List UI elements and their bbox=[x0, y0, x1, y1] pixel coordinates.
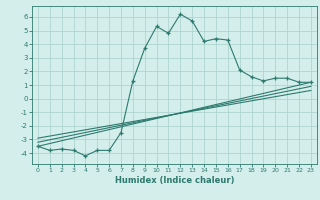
X-axis label: Humidex (Indice chaleur): Humidex (Indice chaleur) bbox=[115, 176, 234, 185]
